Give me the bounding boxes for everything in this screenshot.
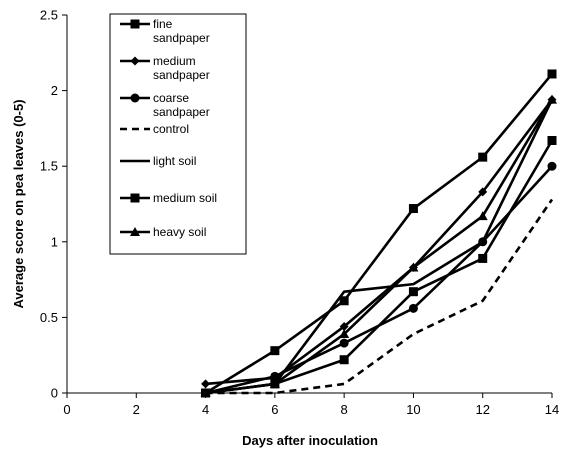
data-point <box>478 152 488 162</box>
data-point <box>339 329 350 339</box>
data-point <box>339 338 349 348</box>
legend-label: fine sandpaper <box>153 17 210 45</box>
legend-label-line: light soil <box>153 154 196 168</box>
data-point <box>270 371 280 381</box>
legend-label: medium sandpaper <box>153 54 210 82</box>
legend-item: medium soil <box>120 191 217 205</box>
legend-swatch-marker <box>130 227 140 236</box>
series-line <box>205 198 554 395</box>
data-point <box>477 211 488 221</box>
legend-label: medium soil <box>153 191 217 205</box>
legend-label: heavy soil <box>153 225 206 239</box>
legend-swatch-marker <box>130 193 140 203</box>
x-tick-label: 6 <box>271 402 278 417</box>
series-fine-sandpaper <box>201 69 557 398</box>
legend-item: coarse sandpaper <box>120 91 210 119</box>
series-layer <box>200 69 557 398</box>
data-point <box>201 379 211 389</box>
series-line <box>205 139 554 395</box>
legend-label-line: medium <box>153 54 196 68</box>
x-axis-title: Days after inoculation <box>242 433 378 448</box>
legend-item: fine sandpaper <box>120 17 210 45</box>
legend-item: control <box>120 122 189 136</box>
x-tick-label: 4 <box>202 402 209 417</box>
y-tick-label: 1.5 <box>40 159 58 174</box>
data-point <box>408 262 419 272</box>
data-point <box>408 204 418 214</box>
legend-label: coarse sandpaper <box>153 91 210 119</box>
axes <box>66 15 552 394</box>
series-medium-sandpaper <box>201 95 557 389</box>
legend-label-line: sandpaper <box>153 31 210 45</box>
data-point <box>547 135 557 145</box>
legend-box <box>109 13 247 255</box>
legend-swatch-marker <box>130 19 140 29</box>
legend-swatch-marker <box>130 93 140 103</box>
series-line <box>204 73 553 395</box>
legend-label-line: sandpaper <box>153 68 210 82</box>
x-tick-label: 10 <box>406 402 420 417</box>
x-tick-label: 8 <box>341 402 348 417</box>
legend-label-line: control <box>153 122 189 136</box>
y-tick-label: 1 <box>51 234 58 249</box>
data-point <box>339 296 349 306</box>
legend-label-line: heavy soil <box>153 225 206 239</box>
legend-label-line: fine <box>153 17 173 31</box>
x-tick-label: 0 <box>63 402 70 417</box>
series-line <box>205 98 554 386</box>
legend-label-line: medium soil <box>153 191 217 205</box>
data-point <box>478 253 488 263</box>
legend-item: heavy soil <box>120 225 206 239</box>
data-point <box>408 287 418 297</box>
legend-label-line: coarse <box>153 91 189 105</box>
legend-label: light soil <box>153 154 196 168</box>
legend-item: medium sandpaper <box>120 54 210 82</box>
legend-swatch-marker <box>130 56 140 66</box>
data-point <box>339 321 349 331</box>
series-heavy-soil <box>200 94 557 397</box>
data-point <box>547 94 557 104</box>
x-tick-label: 14 <box>545 402 559 417</box>
data-point <box>200 388 211 397</box>
y-tick-label: 0.5 <box>40 310 58 325</box>
y-tick-label: 2 <box>51 83 58 98</box>
x-tick-label: 12 <box>475 402 489 417</box>
data-point <box>547 69 557 79</box>
y-tick-label: 2.5 <box>40 8 58 23</box>
data-point <box>478 187 488 197</box>
y-axis-title: Average score on pea leaves (0-5) <box>11 99 26 308</box>
series-control <box>205 198 554 395</box>
x-tick-label: 2 <box>133 402 140 417</box>
data-point <box>270 346 280 356</box>
series-line <box>205 99 554 395</box>
legend-label-line: sandpaper <box>153 105 210 119</box>
data-point <box>269 378 280 388</box>
series-light-soil <box>205 99 554 395</box>
legend-label: control <box>153 122 189 136</box>
data-point <box>408 303 418 313</box>
data-point <box>547 161 557 171</box>
tick-labels: 0 2 4 6 8 10 12 14 0 0.5 1 1.5 2 2.5 <box>40 8 559 418</box>
series-line <box>205 99 554 395</box>
data-point <box>339 355 349 365</box>
legend-item: light soil <box>120 154 196 168</box>
y-tick-label: 0 <box>51 386 58 401</box>
